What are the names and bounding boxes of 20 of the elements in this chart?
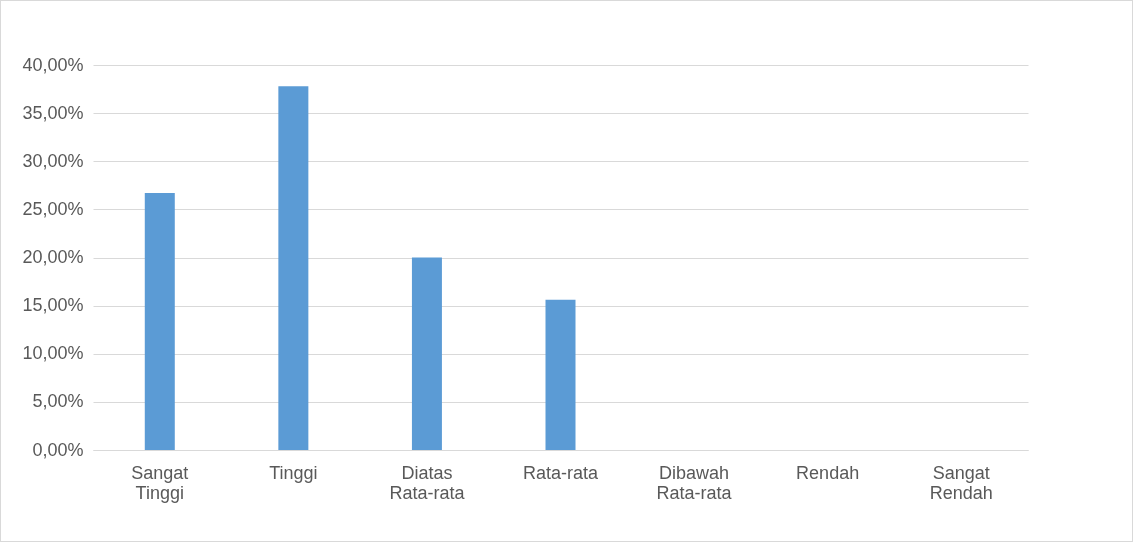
bar — [411, 257, 442, 450]
y-tick-label: 0,00% — [32, 439, 84, 460]
y-tick-label: 20,00% — [22, 247, 84, 267]
y-tick-label: 15,00% — [22, 295, 84, 316]
bar — [545, 299, 576, 450]
x-tick-label: Dibawah Rata-rata — [656, 462, 733, 503]
bar — [144, 193, 175, 450]
x-tick-label: Sangat Tinggi — [131, 462, 189, 503]
x-tick-label: Diatas Rata-rata — [389, 462, 466, 503]
y-tick-label: 40,00% — [22, 54, 84, 75]
y-tick-label: 10,00% — [22, 343, 84, 364]
x-tick-label: Rata-rata — [522, 462, 599, 483]
x-tick-label: Sangat Rendah — [929, 462, 993, 503]
y-tick-label: 25,00% — [22, 198, 84, 219]
x-tick-label: Tinggi — [269, 462, 318, 483]
y-tick-label: 5,00% — [32, 391, 84, 412]
x-tick-label: Rendah — [796, 462, 860, 483]
y-tick-label: 30,00% — [22, 150, 84, 171]
bar — [278, 86, 309, 450]
y-tick-label: 35,00% — [22, 102, 84, 123]
